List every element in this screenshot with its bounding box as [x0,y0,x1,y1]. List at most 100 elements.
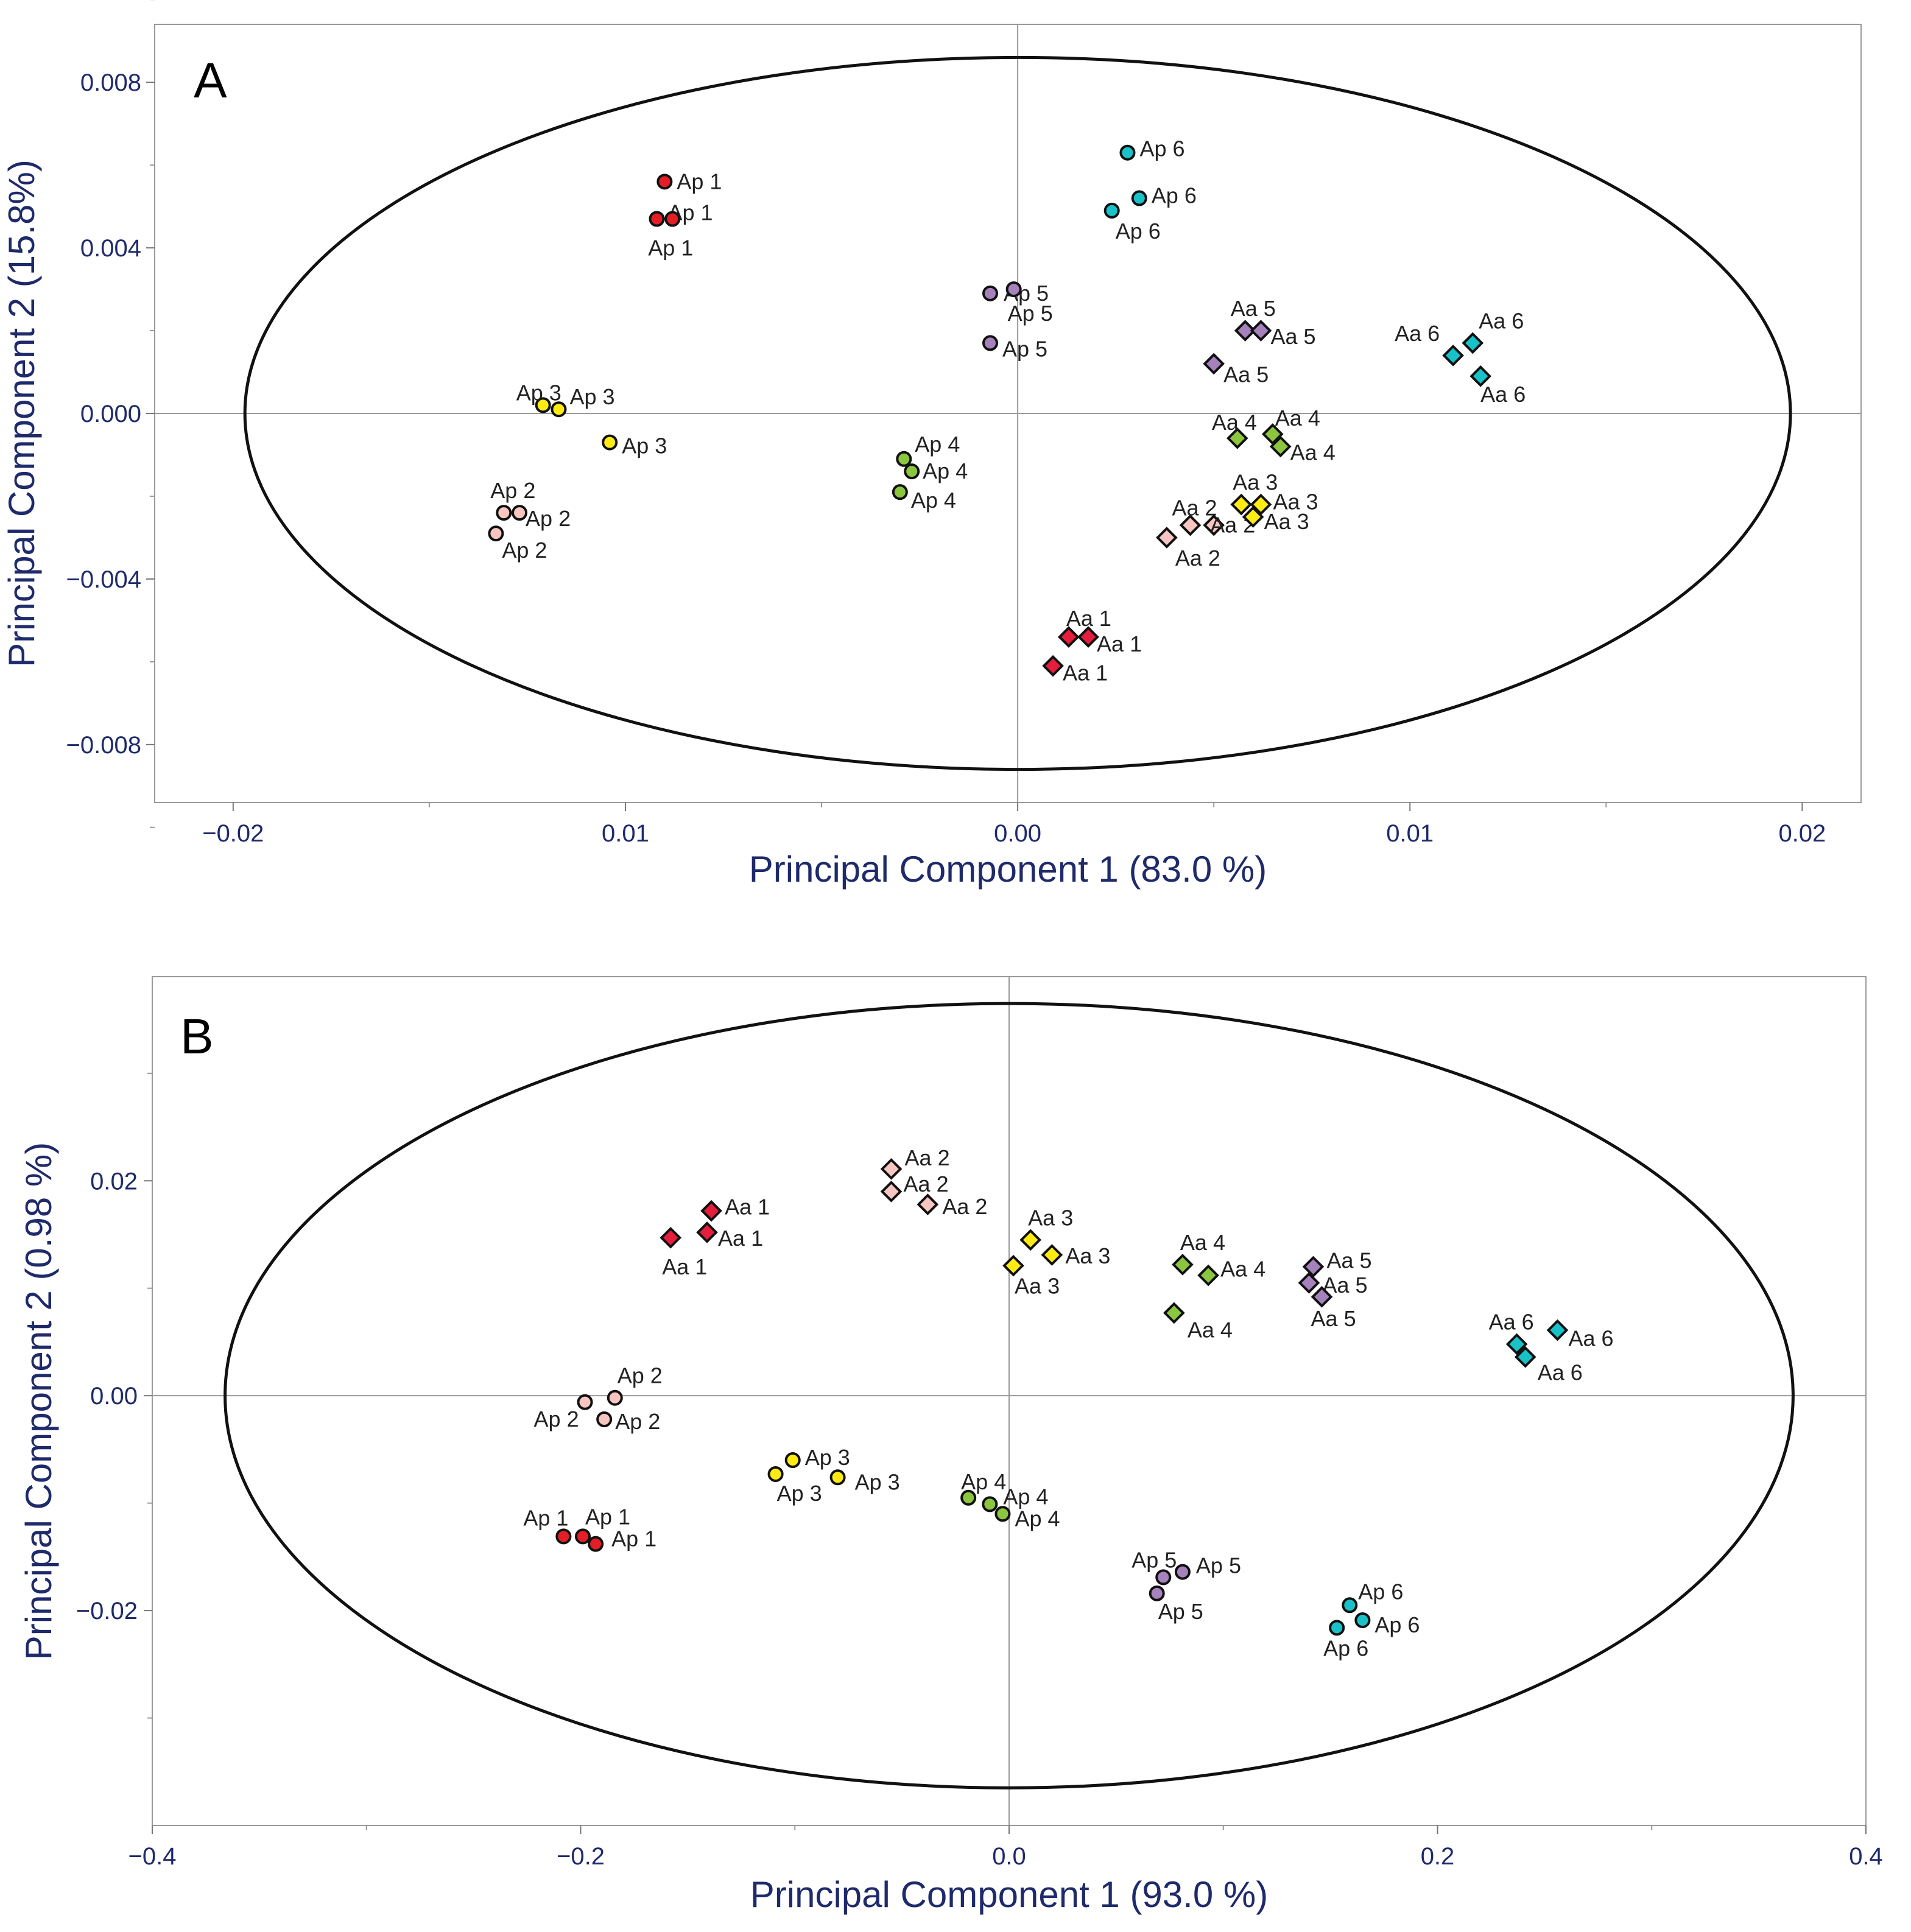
data-point-label: Aa 4 [1212,410,1257,435]
data-point-diamond [1442,345,1464,367]
data-point-diamond [1042,655,1064,677]
data-point-circle [551,401,567,418]
data-point-label: Ap 3 [516,380,561,405]
data-point-circle [602,434,618,451]
data-point-diamond [1302,1256,1325,1278]
data-point-label: Aa 2 [1175,546,1220,571]
y-tick-label: −0.02 [76,1598,138,1625]
data-point-label: Ap 2 [618,1363,663,1388]
data-point-diamond [1041,1244,1063,1266]
data-point-label: Aa 1 [1097,631,1142,656]
x-tick-label: 0.4 [1849,1843,1883,1870]
data-point-label: Aa 5 [1311,1306,1356,1331]
confidence-ellipse [223,1002,1795,1790]
data-point-label: Ap 4 [923,458,968,483]
data-point-diamond [1298,1272,1320,1294]
data-point-diamond [1172,1254,1194,1276]
data-point-diamond [1156,527,1178,549]
data-point-label: Aa 2 [1172,496,1217,521]
data-point-circle [1354,1612,1371,1628]
data-point-circle [656,174,673,190]
data-point-label: Ap 3 [805,1445,850,1470]
data-point-label: Aa 5 [1326,1248,1371,1273]
y-tick-label: 0.02 [90,1168,138,1195]
y-tick-label: 0.00 [90,1383,138,1410]
data-point-diamond [1019,1229,1042,1251]
data-point-label: Ap 1 [611,1526,656,1551]
data-point-label: Ap 6 [1116,219,1161,244]
x-tick-label: −0.4 [128,1843,177,1870]
data-point-diamond [1250,320,1272,342]
data-point-circle [488,525,504,542]
data-point-diamond [1203,514,1225,536]
data-point-label: Aa 3 [1273,490,1318,515]
data-point-circle [982,285,999,301]
data-point-label: Ap 6 [1358,1579,1403,1604]
data-point-label: Aa 3 [1233,470,1278,495]
data-point-circle [588,1536,604,1552]
data-point-circle [512,505,528,521]
data-point-circle [767,1466,784,1482]
data-point-circle [1103,202,1120,219]
data-point-label: Aa 5 [1270,324,1315,349]
data-point-label: Aa 4 [1290,440,1336,465]
data-point-label: Ap 2 [490,478,535,503]
data-point-diamond [1469,365,1492,387]
data-point-label: Aa 3 [1015,1274,1060,1299]
y-tick-label: −0.004 [66,566,141,593]
data-point-label: Aa 3 [1028,1205,1073,1230]
data-point-diamond [1077,626,1099,648]
x-tick-label: 0.00 [994,820,1041,847]
data-point-label: Ap 6 [1139,136,1184,161]
data-point-circle [1119,144,1136,161]
data-point-label: Ap 6 [1323,1635,1368,1660]
data-point-diamond [880,1181,903,1203]
data-point-label: Ap 5 [1002,336,1047,361]
x-axis-title: Principal Component 1 (93.0 %) [750,1874,1268,1915]
data-point-circle [960,1489,977,1506]
data-point-label: Ap 6 [1374,1612,1420,1637]
data-point-label: Ap 4 [915,432,960,457]
data-point-circle [1005,281,1022,298]
data-point-diamond [1058,626,1080,648]
data-point-label: Aa 3 [1065,1243,1110,1268]
data-point-label: Ap 4 [961,1469,1006,1494]
data-point-circle [1174,1564,1191,1580]
data-point-circle [982,335,999,351]
data-point-diamond [1226,427,1248,449]
data-point-circle [994,1506,1011,1522]
data-point-label: Aa 3 [1264,509,1309,534]
data-point-label: Aa 2 [904,1171,949,1196]
data-point-circle [535,397,551,413]
data-point-circle [784,1452,801,1469]
data-point-label: Ap 4 [1015,1506,1060,1531]
data-point-label: Ap 1 [648,236,693,261]
data-point-label: Aa 1 [1063,661,1108,686]
data-point-diamond [1505,1333,1528,1355]
x-tick-label: 0.02 [1778,820,1826,847]
data-point-label: Ap 2 [615,1409,660,1434]
data-point-label: Aa 5 [1223,362,1269,387]
data-point-diamond [1514,1346,1536,1368]
data-point-label: Ap 5 [1158,1599,1203,1624]
data-point-circle [1155,1569,1172,1586]
x-tick-label: 0.2 [1421,1843,1455,1870]
data-point-diamond [1179,514,1202,536]
data-point-circle [555,1528,572,1545]
data-point-label: Aa 1 [725,1195,770,1220]
data-point-circle [1342,1597,1358,1614]
y-axis-title: Principal Component 2 (0.98 %) [18,1142,59,1660]
data-point-diamond [1197,1264,1219,1287]
data-point-label: Ap 1 [523,1505,568,1530]
data-point-circle [596,1411,613,1427]
data-point-diamond [1234,320,1256,342]
x-tick-label: −0.02 [202,820,264,847]
panel-b: −0.4 −0.2 0.0 0.2 0.4 0.02 0.00 −0.02 B Principal… [18,976,1883,1915]
data-point-diamond [1311,1286,1333,1308]
data-point-circle [896,451,912,467]
y-tick-label: 0.000 [80,401,141,427]
x-tick-label: 0.01 [602,820,649,847]
data-point-label: Ap 6 [1152,183,1197,208]
data-point-diamond [1462,332,1484,354]
